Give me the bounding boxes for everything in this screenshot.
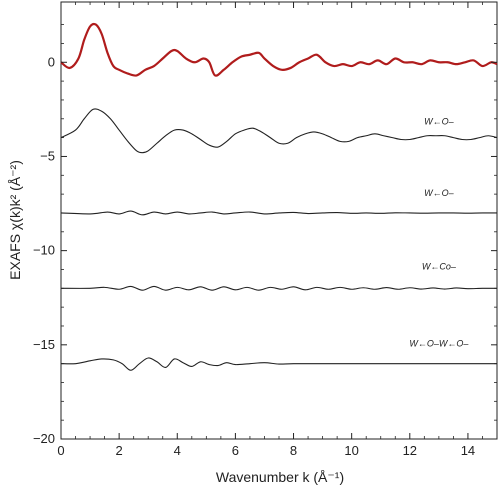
plot-frame <box>60 1 498 440</box>
path-label-3: W←Co– <box>422 261 457 271</box>
x-tick-label: 6 <box>232 443 239 458</box>
series-line-experimental <box>60 22 498 77</box>
path-label-4: W←O–W←O– <box>409 339 469 349</box>
series-line-path-3 <box>60 285 498 291</box>
plot-border <box>60 1 498 440</box>
x-tick-label: 8 <box>290 443 297 458</box>
x-tick-label: 2 <box>116 443 123 458</box>
path-label-1: W←O– <box>424 116 454 126</box>
axis-layer: 0 2 4 6 8 10 12 14 0 −5 −10 −15 −20 <box>33 2 498 458</box>
x-tick-label: 0 <box>57 443 64 458</box>
annotation-layer: W←O–W←O–W←Co–W←O–W←O– <box>409 116 469 348</box>
x-tick-label: 14 <box>461 443 475 458</box>
series-line-path-1 <box>60 108 498 154</box>
y-axis-title: EXAFS χ(k)k² (Å⁻²) <box>7 160 23 280</box>
x-tick-label: 4 <box>174 443 181 458</box>
series-line-path-2 <box>60 210 498 216</box>
x-tick-label: 10 <box>344 443 358 458</box>
x-axis-title: Wavenumber k (Å⁻¹) <box>216 469 344 485</box>
y-tick-label: −15 <box>33 337 55 352</box>
series-layer <box>60 22 498 371</box>
path-label-2: W←O– <box>424 188 454 198</box>
y-tick-label: −10 <box>33 243 55 258</box>
y-tick-label: −20 <box>33 431 55 446</box>
series-line-path-4 <box>60 357 497 371</box>
y-tick-label: −5 <box>40 148 55 163</box>
x-tick-label: 12 <box>403 443 417 458</box>
y-tick-label: 0 <box>48 54 55 69</box>
